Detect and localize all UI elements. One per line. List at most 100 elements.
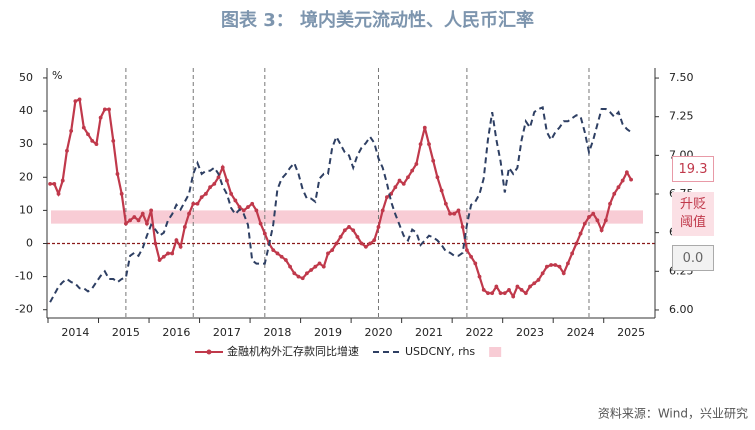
point <box>351 228 356 233</box>
point <box>292 271 297 276</box>
legend-label: USDCNY, rhs <box>405 345 475 358</box>
point <box>212 181 217 186</box>
point <box>149 208 154 213</box>
point <box>56 191 61 196</box>
point <box>427 142 431 147</box>
point <box>229 191 234 196</box>
y-tick-label: 30 <box>19 137 33 150</box>
point <box>86 132 90 137</box>
y2-tick-label: 6.00 <box>669 303 694 316</box>
point <box>515 284 520 289</box>
point <box>511 294 516 299</box>
point <box>431 158 436 163</box>
chart-title: 图表 3： 境内美元流动性、人民币汇率 <box>220 10 535 31</box>
point <box>102 107 107 112</box>
point <box>94 142 99 147</box>
y-tick-label: 20 <box>19 170 33 183</box>
y-tick-label: 0 <box>26 236 33 249</box>
point <box>262 231 267 236</box>
point <box>490 291 495 296</box>
point <box>540 271 545 276</box>
point <box>464 248 469 253</box>
point <box>136 218 141 223</box>
point <box>460 225 465 229</box>
point <box>309 268 314 272</box>
point <box>305 271 309 276</box>
point <box>456 208 461 213</box>
point <box>363 244 368 249</box>
point <box>376 225 381 229</box>
point <box>279 254 284 259</box>
point <box>532 281 537 286</box>
x-tick-label: 2024 <box>567 326 595 339</box>
point <box>629 177 633 182</box>
x-tick-label: 2015 <box>112 326 140 339</box>
point <box>338 234 343 239</box>
point <box>203 191 208 196</box>
point <box>469 254 474 259</box>
point <box>439 188 444 193</box>
point <box>123 221 128 226</box>
point <box>494 284 499 289</box>
point <box>283 258 288 262</box>
legend-marker <box>206 349 212 355</box>
x-tick-label: 2018 <box>263 326 291 339</box>
point <box>566 261 570 266</box>
y-tick-label: 40 <box>19 104 33 117</box>
point <box>342 228 347 233</box>
point <box>502 291 507 296</box>
point <box>107 107 111 112</box>
point <box>368 241 372 246</box>
point <box>237 205 242 209</box>
y2-tick-label: 7.50 <box>669 71 694 84</box>
point <box>199 195 204 200</box>
point <box>582 221 587 226</box>
point <box>561 271 566 276</box>
point <box>397 178 402 183</box>
point <box>128 218 132 223</box>
point <box>418 142 423 147</box>
point <box>170 251 175 256</box>
point <box>296 274 301 279</box>
point <box>275 251 280 256</box>
point <box>132 215 137 219</box>
point <box>519 287 524 292</box>
point <box>233 198 238 203</box>
point <box>393 185 398 190</box>
x-tick-label: 2017 <box>213 326 241 339</box>
point <box>313 264 318 269</box>
point <box>216 175 221 180</box>
zero-callout: 0.0 <box>672 245 714 271</box>
point <box>254 208 259 213</box>
threshold-band <box>51 210 643 224</box>
point <box>258 221 263 226</box>
point <box>65 148 69 153</box>
y-tick-label: -10 <box>15 270 33 283</box>
point <box>486 291 490 296</box>
point <box>406 175 410 180</box>
point <box>81 125 86 130</box>
point <box>385 195 389 200</box>
point <box>140 211 145 216</box>
point <box>435 175 440 180</box>
point <box>73 99 78 104</box>
point <box>250 201 255 206</box>
threshold-callout: 升贬阈值 <box>672 192 714 236</box>
point <box>355 234 360 239</box>
rhs-line <box>49 106 632 303</box>
x-tick-label: 2019 <box>314 326 342 339</box>
point <box>111 138 116 143</box>
point <box>578 231 583 236</box>
point <box>246 205 250 209</box>
point <box>443 201 448 206</box>
point <box>473 261 478 266</box>
point <box>145 221 149 226</box>
x-tick-label: 2014 <box>61 326 89 339</box>
point <box>69 129 74 133</box>
point <box>422 125 427 130</box>
x-tick-label: 2025 <box>617 326 645 339</box>
point <box>591 211 596 216</box>
point <box>300 276 305 281</box>
y-unit: % <box>52 69 62 82</box>
